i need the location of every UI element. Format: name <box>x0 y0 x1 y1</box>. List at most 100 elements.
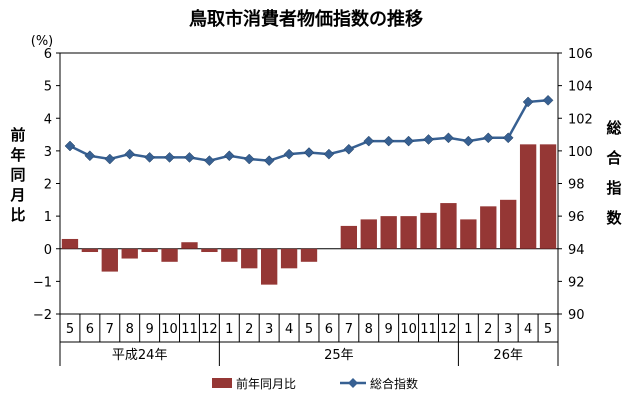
y-right-tick-label: 100 <box>568 145 593 160</box>
y-left-tick-label: −1 <box>33 275 52 290</box>
bar <box>241 248 258 269</box>
x-tick-label: 6 <box>86 322 94 337</box>
x-tick-label: 5 <box>66 322 74 337</box>
y-right-tick-label: 98 <box>568 178 585 193</box>
x-tick-label: 1 <box>225 322 233 337</box>
bar <box>360 219 377 249</box>
x-tick-label: 7 <box>106 322 114 337</box>
bar <box>260 248 278 285</box>
bar <box>500 199 517 249</box>
x-group-label: 25年 <box>324 348 354 363</box>
bar <box>161 248 178 262</box>
y-left-tick-label: 4 <box>44 112 52 127</box>
y-left-title-char: 比 <box>10 206 25 224</box>
y-right-tick-label: 106 <box>568 47 593 62</box>
x-tick-label: 8 <box>126 322 134 337</box>
y-left-tick-label: 1 <box>44 210 52 225</box>
y-right-tick-label: 104 <box>568 80 593 95</box>
y-left-unit: (%) <box>31 34 54 49</box>
axis-titles: 前年同月比 総合指数 <box>9 119 622 227</box>
y-left-title-char: 同 <box>10 166 25 184</box>
legend-bar-swatch <box>212 378 232 388</box>
y-right-tick-label: 94 <box>568 243 585 258</box>
line-point <box>184 152 195 163</box>
bar <box>81 248 99 253</box>
x-tick-label: 1 <box>464 322 472 337</box>
line-series <box>64 94 554 167</box>
line-point <box>283 148 295 160</box>
x-tick-label: 10 <box>161 322 178 337</box>
y-left-axis: 6 5 4 3 2 1 0 −1 −2 <box>33 47 60 323</box>
x-tick-label: 9 <box>385 322 393 337</box>
line-point <box>502 132 514 144</box>
y-right-tick-label: 102 <box>568 112 593 127</box>
y-left-tick-label: 0 <box>44 243 52 258</box>
bar <box>221 248 238 262</box>
y-left-tick-label: 3 <box>44 145 52 160</box>
line-point <box>104 153 116 165</box>
y-left-tick-label: 5 <box>44 80 52 95</box>
line-point <box>303 147 315 158</box>
legend: 前年同月比 総合指数 <box>212 376 418 391</box>
bar <box>141 248 158 253</box>
bar <box>340 225 358 249</box>
x-tick-label: 4 <box>285 322 293 337</box>
bar <box>519 144 537 249</box>
x-tick-label: 8 <box>365 322 373 337</box>
line-point <box>383 135 395 147</box>
bar <box>480 206 497 249</box>
y-left-title-char: 前 <box>10 126 25 144</box>
x-tick-label: 2 <box>245 322 253 337</box>
bar <box>539 144 557 249</box>
legend-bar-label: 前年同月比 <box>236 376 296 391</box>
line-point <box>522 96 534 108</box>
bar <box>280 248 298 269</box>
line-point <box>84 150 96 162</box>
x-tick-label: 6 <box>325 322 333 337</box>
x-tick-label: 12 <box>201 322 218 337</box>
x-tick-label: 4 <box>524 322 532 337</box>
bar <box>300 248 318 262</box>
bar <box>420 212 437 249</box>
y-right-axis: 106 104 102 100 98 96 94 92 90 <box>558 47 593 323</box>
y-left-title-char: 月 <box>9 186 25 204</box>
x-tick-label: 9 <box>145 322 153 337</box>
line-point <box>343 143 355 155</box>
x-tick-label: 3 <box>265 322 273 337</box>
y-right-title-char: 指 <box>606 179 621 197</box>
x-group-label: 平成24年 <box>112 348 168 363</box>
line-point <box>204 155 215 167</box>
x-tick-label: 3 <box>504 322 512 337</box>
legend-line-label: 総合指数 <box>370 376 418 391</box>
line-point <box>263 155 275 167</box>
line-point <box>164 152 175 163</box>
bar-series <box>61 144 557 285</box>
line-point <box>482 132 494 144</box>
x-tick-label: 7 <box>345 322 353 337</box>
line-point <box>144 152 155 163</box>
bar <box>201 248 218 253</box>
x-group-label: 26年 <box>493 348 523 363</box>
line-point <box>243 153 255 165</box>
line-point <box>463 135 474 147</box>
bar <box>440 203 457 249</box>
legend-line-marker <box>348 378 358 388</box>
line-point <box>64 140 76 152</box>
y-right-tick-label: 90 <box>568 308 585 323</box>
x-tick-label: 5 <box>305 322 313 337</box>
chart-title: 鳥取市消費者物価指数の推移 <box>189 8 423 30</box>
bar <box>380 216 397 249</box>
y-left-title-char: 年 <box>10 146 25 164</box>
bar <box>61 238 79 249</box>
y-right-tick-label: 96 <box>568 210 585 225</box>
x-tick-label: 5 <box>544 322 552 337</box>
y-left-tick-label: −2 <box>33 308 52 323</box>
y-left-tick-label: 2 <box>44 178 52 193</box>
bar <box>121 248 138 259</box>
plot-area <box>59 52 559 315</box>
y-right-title-char: 合 <box>605 149 622 167</box>
bar <box>101 248 118 272</box>
x-tick-label: 2 <box>484 322 492 337</box>
x-tick-label: 12 <box>440 322 457 337</box>
